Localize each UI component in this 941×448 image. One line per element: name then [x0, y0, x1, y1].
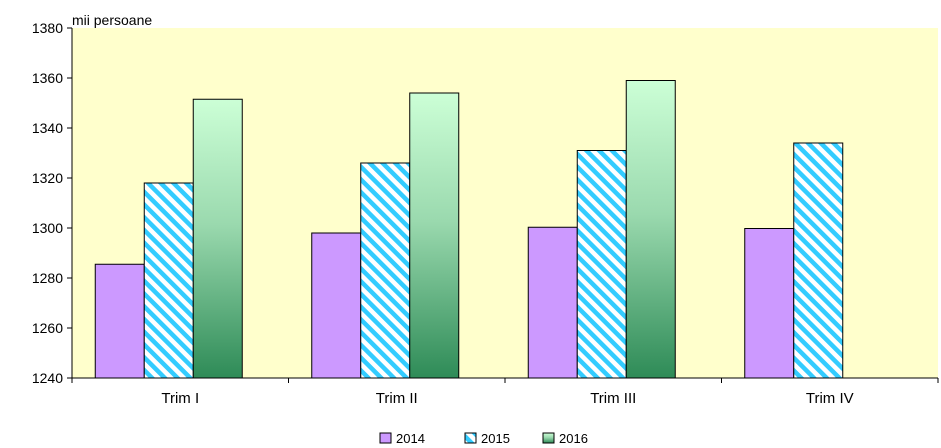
bar-2014-3 [527, 226, 578, 379]
bar-2016-3 [625, 80, 676, 379]
legend-swatch-2015 [464, 432, 477, 444]
x-tick-label: Trim II [376, 390, 418, 407]
legend-label-2016: 2016 [559, 431, 588, 446]
axes-group: 1240 1260 1280 1300 1320 1340 1360 1380 Trim I Tr… [32, 20, 939, 407]
bar-2016-1 [192, 98, 243, 379]
y-tick-label: 1380 [32, 20, 63, 36]
y-tick-label: 1260 [32, 320, 63, 336]
x-tick-label: Trim IV [806, 390, 854, 407]
bar-2014-1 [94, 263, 145, 379]
bar-2015-1 [143, 182, 194, 379]
y-tick-label: 1340 [32, 120, 63, 136]
bar-2015-3 [576, 150, 627, 379]
legend-swatch-2016 [542, 432, 555, 444]
x-tick-label: Trim III [590, 390, 636, 407]
legend: 2014 2015 2016 [379, 431, 588, 446]
y-tick-label: 1320 [32, 170, 63, 186]
bar-2014-2 [311, 232, 362, 379]
bar-2014-4 [744, 228, 795, 379]
x-tick-label: Trim I [161, 390, 199, 407]
y-unit-label: mii persoane [72, 12, 152, 28]
y-tick-label: 1280 [32, 270, 63, 286]
bar-2015-2 [360, 162, 411, 379]
legend-swatch-2014 [379, 432, 392, 444]
legend-label-2014: 2014 [396, 431, 425, 446]
y-tick-label: 1240 [32, 370, 63, 386]
bar-2015-4 [793, 142, 844, 379]
bar-2016-2 [409, 92, 460, 379]
y-tick-label: 1300 [32, 220, 63, 236]
y-tick-label: 1360 [32, 70, 63, 86]
legend-label-2015: 2015 [481, 431, 510, 446]
bars-group [94, 80, 844, 379]
